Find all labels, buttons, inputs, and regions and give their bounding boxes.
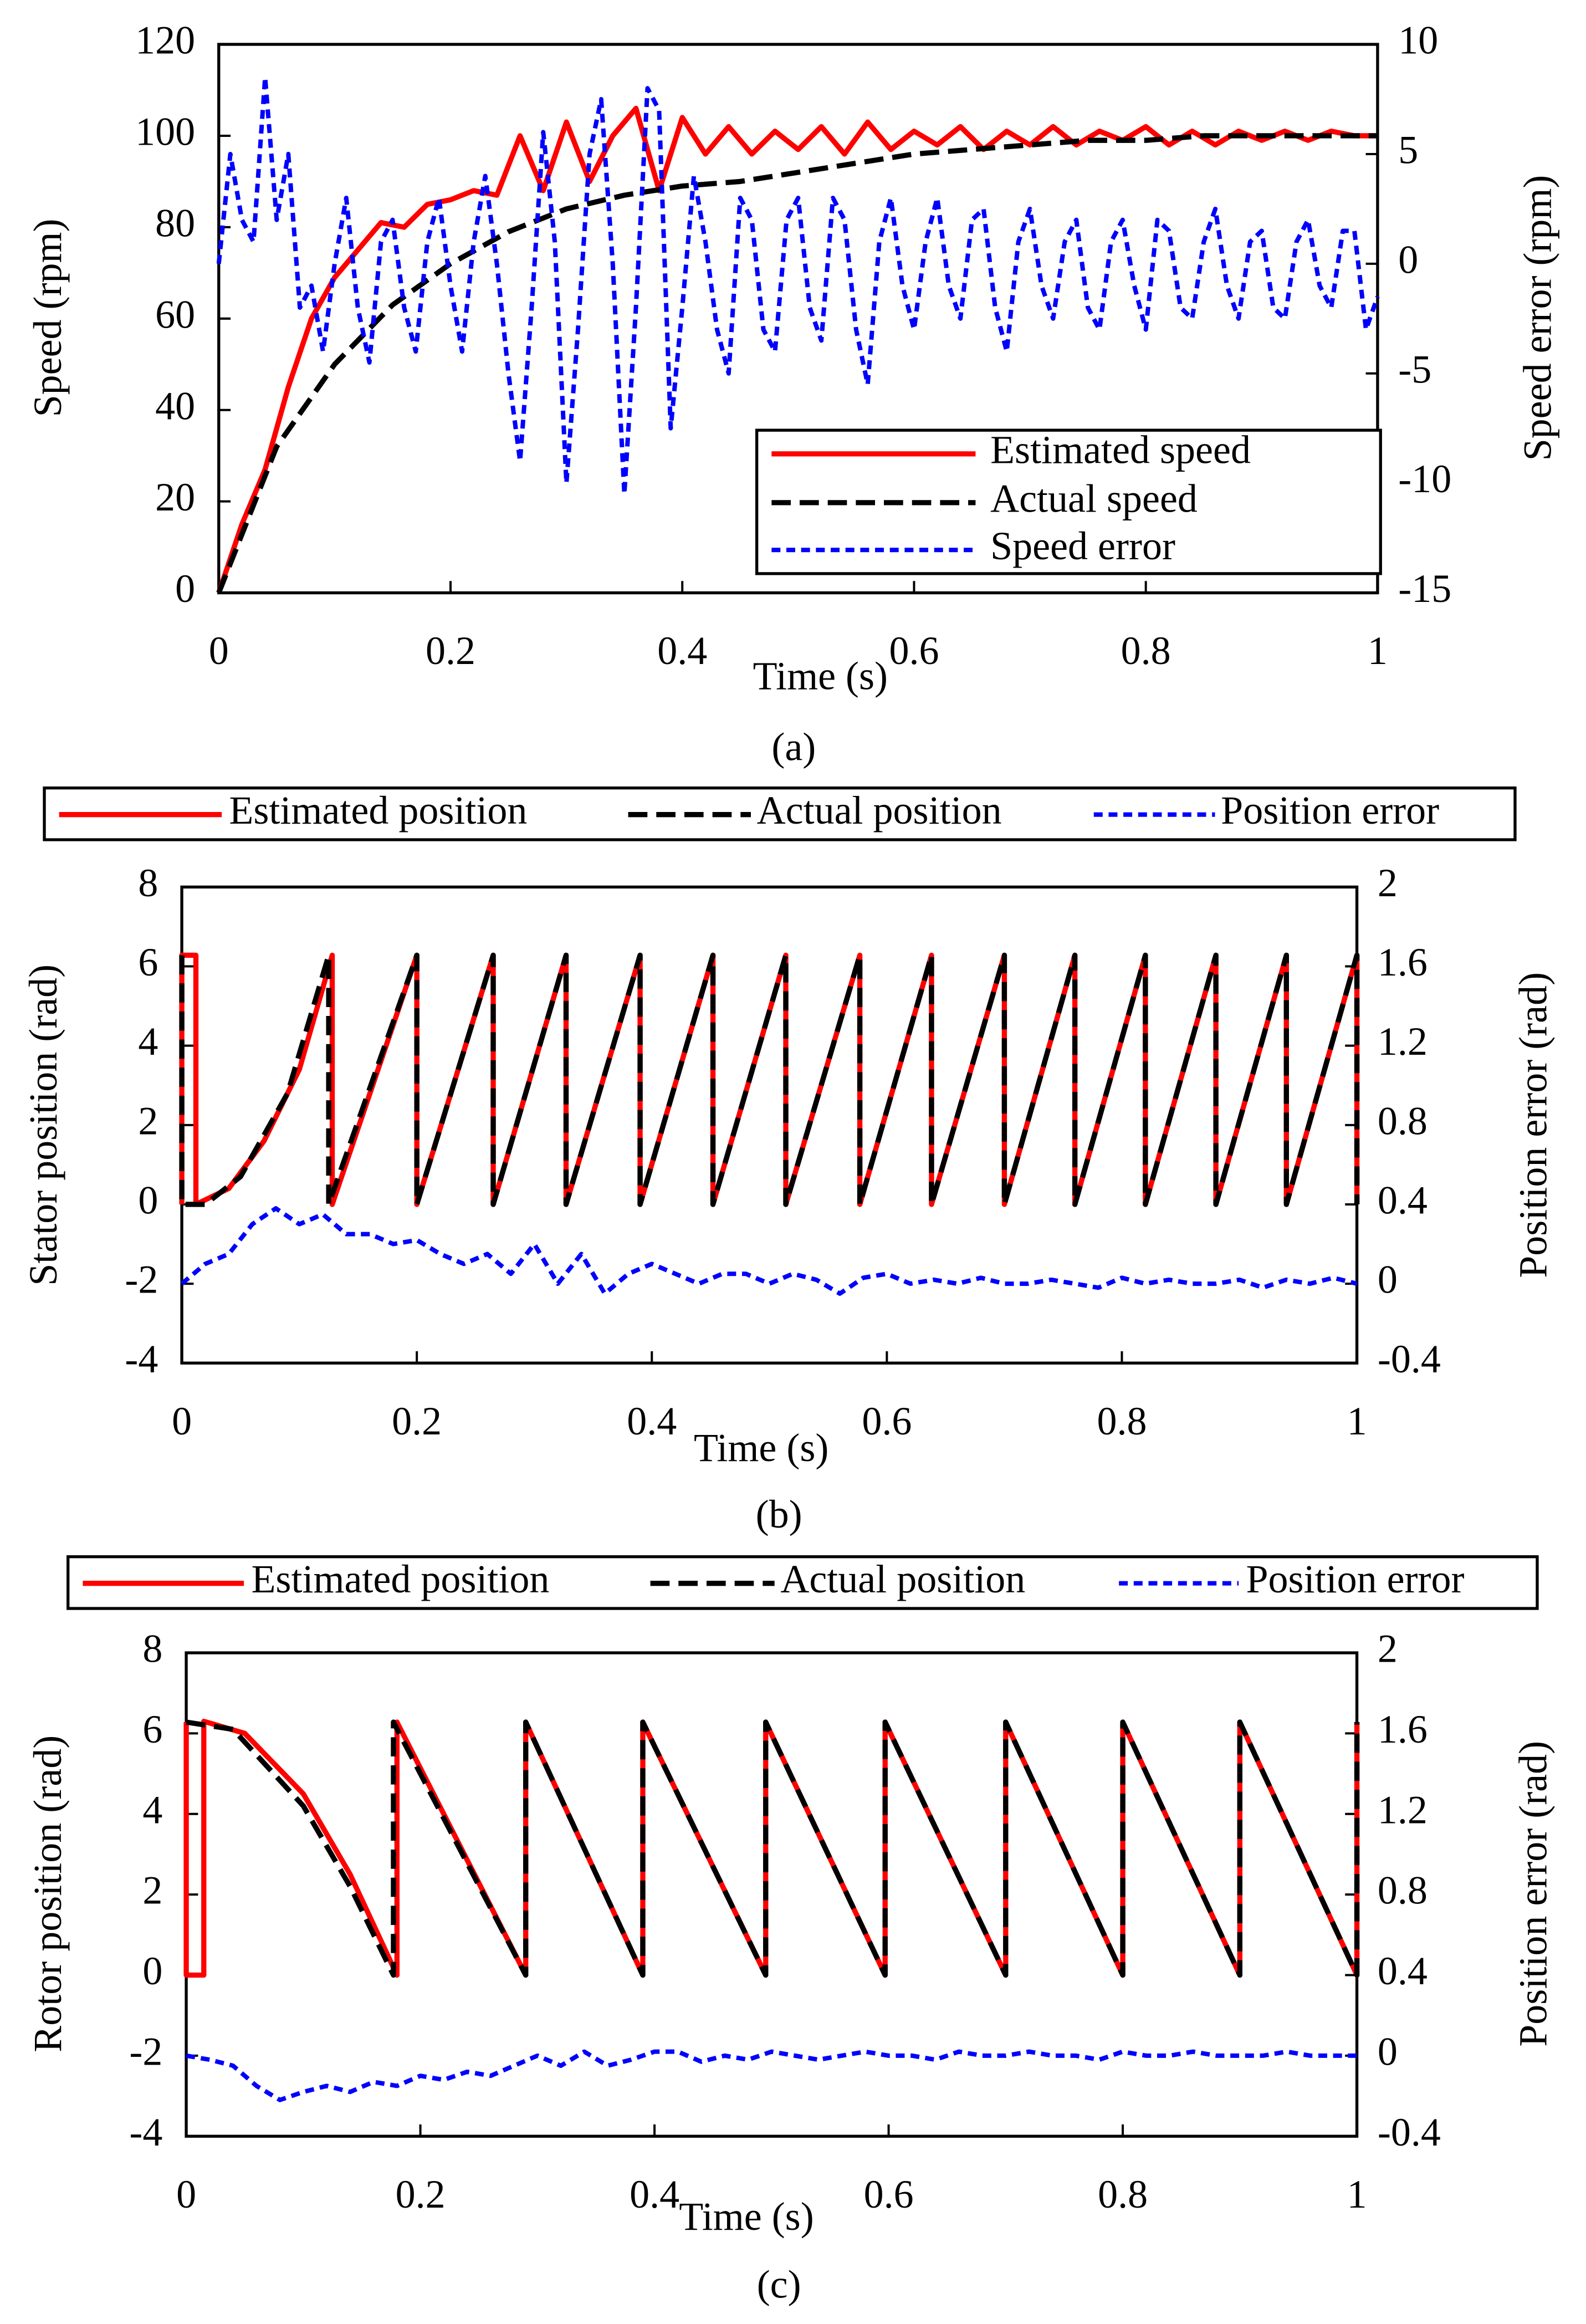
legend-label: Actual speed [990,476,1198,520]
y-tick-label: 6 [138,940,158,984]
y2-tick-label: 0.4 [1378,1949,1428,1993]
y-tick-label: -2 [125,1258,158,1302]
y2-tick-label: 10 [1398,18,1438,63]
y-tick-label: 60 [155,292,195,336]
x-axis-label: Time (s) [694,1426,828,1470]
y2-tick-label: 1.6 [1378,1707,1428,1751]
y2-axis-label: Speed error (rpm) [1516,175,1560,461]
y-axis-label: Speed (rpm) [25,219,70,417]
y2-tick-label: -0.4 [1378,1337,1441,1381]
y2-tick-label: 1.2 [1378,1019,1428,1064]
y2-tick-label: -10 [1398,457,1451,501]
y-tick-label: 40 [155,384,195,428]
y-tick-label: 100 [135,109,195,154]
legend-label: Speed error [990,524,1175,568]
series-line [216,133,1378,594]
legend-label: Actual position [780,1557,1025,1601]
y2-tick-label: 0 [1378,1258,1398,1302]
y-tick-label: 8 [142,1627,162,1671]
x-tick-label: 0.6 [864,2172,914,2216]
x-tick-label: 0 [172,1399,192,1443]
x-tick-label: 0.8 [1098,2172,1148,2216]
y-tick-label: 8 [138,861,158,905]
x-tick-label: 0.2 [426,629,475,673]
x-tick-label: 0.4 [627,1399,677,1443]
x-tick-label: 0 [176,2172,196,2216]
y-tick-label: -2 [129,2029,162,2073]
y2-tick-label: 1.2 [1378,1787,1428,1832]
y2-axis-label: Position error (rad) [1511,972,1556,1278]
y2-tick-label: 0.8 [1378,1099,1428,1143]
caption: (a) [771,725,816,769]
y-tick-label: -4 [129,2110,162,2154]
y2-axis-label: Position error (rad) [1511,1741,1556,2047]
y2-tick-label: 0.8 [1378,1868,1428,1913]
series-line [180,1206,1358,1296]
x-tick-label: 1 [1347,2172,1367,2216]
x-tick-label: 0.6 [889,629,939,673]
series-line [186,2049,1357,2102]
y-tick-label: 0 [138,1178,158,1222]
x-tick-label: 0.8 [1121,629,1171,673]
y-tick-label: 20 [155,475,195,519]
caption: (b) [756,1492,802,1536]
y2-tick-label: 0 [1398,237,1418,282]
series-line [216,75,1380,497]
x-tick-label: 0.4 [630,2172,679,2216]
y-tick-label: 6 [142,1707,162,1751]
y-tick-label: 0 [175,566,195,611]
y2-tick-label: 5 [1398,127,1418,172]
legend-label: Estimated speed [990,427,1251,472]
legend-box [66,1555,1539,1610]
legend-label: Estimated position [251,1557,549,1601]
legend-label: Actual position [757,788,1002,832]
y-tick-label: 120 [135,18,195,63]
legend-label: Position error [1246,1557,1465,1601]
y2-tick-label: -5 [1398,347,1431,391]
x-tick-label: 0.2 [392,1399,442,1443]
y-tick-label: 80 [155,201,195,245]
x-tick-label: 0.8 [1097,1399,1147,1443]
legend-label: Estimated position [229,788,527,832]
y-tick-label: 4 [138,1019,158,1064]
y-axis-label: Rotor position (rad) [25,1735,70,2052]
y-tick-label: -4 [125,1337,158,1381]
x-tick-label: 0.2 [396,2172,446,2216]
x-tick-label: 0 [209,629,229,673]
y-tick-label: 2 [138,1099,158,1143]
y2-tick-label: -0.4 [1378,2110,1441,2154]
x-tick-label: 0.6 [862,1399,912,1443]
y2-tick-label: 0 [1378,2029,1398,2073]
y2-tick-label: 1.6 [1378,940,1428,984]
y-tick-label: 2 [142,1868,162,1913]
x-tick-label: 1 [1368,629,1388,673]
y2-tick-label: 0.4 [1378,1178,1428,1222]
series-line [179,952,1360,1207]
y2-tick-label: 2 [1378,1627,1398,1671]
y-axis-label: Stator position (rad) [21,964,65,1286]
legend-box [43,786,1517,841]
legend-label: Position error [1221,788,1439,832]
x-tick-label: 1 [1347,1399,1367,1443]
series-line [186,1719,1360,1978]
series-line [179,952,1360,1207]
y-tick-label: 0 [142,1949,162,1993]
y2-tick-label: -15 [1398,566,1451,611]
x-axis-label: Time (s) [679,2194,814,2239]
x-tick-label: 0.4 [657,629,707,673]
x-axis-label: Time (s) [753,653,888,698]
y-tick-label: 4 [142,1787,162,1832]
caption: (c) [757,2262,801,2307]
y2-tick-label: 2 [1378,861,1398,905]
